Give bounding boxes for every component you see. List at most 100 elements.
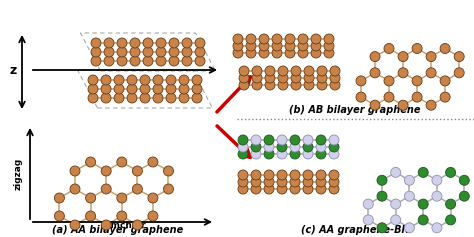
- Circle shape: [251, 142, 261, 152]
- Circle shape: [329, 184, 339, 194]
- Circle shape: [412, 44, 422, 54]
- Text: (c) AA graphene-BN: (c) AA graphene-BN: [301, 225, 410, 235]
- Circle shape: [91, 38, 101, 48]
- Circle shape: [370, 68, 380, 78]
- Circle shape: [143, 56, 153, 66]
- Circle shape: [132, 166, 142, 176]
- Circle shape: [246, 41, 256, 51]
- Circle shape: [104, 38, 114, 48]
- Circle shape: [264, 142, 274, 152]
- Circle shape: [88, 84, 98, 94]
- Circle shape: [454, 52, 464, 62]
- Circle shape: [104, 47, 114, 57]
- Circle shape: [264, 177, 274, 187]
- Circle shape: [252, 73, 262, 83]
- Circle shape: [285, 34, 295, 44]
- Circle shape: [238, 184, 248, 194]
- Circle shape: [290, 184, 300, 194]
- Circle shape: [259, 34, 269, 44]
- Circle shape: [316, 177, 326, 187]
- Circle shape: [86, 193, 96, 203]
- Circle shape: [277, 149, 287, 159]
- Circle shape: [330, 80, 340, 90]
- Circle shape: [70, 220, 80, 230]
- Circle shape: [179, 84, 189, 94]
- Circle shape: [166, 84, 176, 94]
- Circle shape: [164, 184, 173, 194]
- Circle shape: [195, 47, 205, 57]
- Circle shape: [298, 48, 308, 58]
- Circle shape: [454, 68, 464, 78]
- Circle shape: [304, 73, 314, 83]
- Circle shape: [117, 193, 127, 203]
- Circle shape: [418, 167, 428, 178]
- Circle shape: [127, 93, 137, 103]
- Circle shape: [316, 170, 326, 180]
- Circle shape: [418, 215, 428, 225]
- Circle shape: [169, 38, 179, 48]
- Circle shape: [316, 184, 326, 194]
- Circle shape: [317, 80, 327, 90]
- Circle shape: [101, 166, 111, 176]
- Circle shape: [239, 73, 249, 83]
- Circle shape: [127, 84, 137, 94]
- Circle shape: [412, 76, 422, 86]
- Circle shape: [298, 34, 308, 44]
- Circle shape: [277, 135, 287, 145]
- Circle shape: [117, 211, 127, 221]
- Circle shape: [192, 84, 202, 94]
- Circle shape: [70, 166, 80, 176]
- Circle shape: [329, 177, 339, 187]
- Circle shape: [101, 184, 111, 194]
- Circle shape: [264, 149, 274, 159]
- Circle shape: [265, 80, 275, 90]
- Circle shape: [182, 56, 192, 66]
- Circle shape: [329, 142, 339, 152]
- Circle shape: [239, 66, 249, 76]
- Circle shape: [391, 215, 401, 225]
- Circle shape: [426, 68, 436, 78]
- Circle shape: [265, 66, 275, 76]
- Circle shape: [290, 135, 300, 145]
- Circle shape: [277, 177, 287, 187]
- Circle shape: [130, 38, 140, 48]
- Circle shape: [285, 41, 295, 51]
- Circle shape: [303, 177, 313, 187]
- Circle shape: [252, 80, 262, 90]
- Circle shape: [130, 47, 140, 57]
- Circle shape: [363, 215, 374, 225]
- Circle shape: [440, 76, 450, 86]
- Circle shape: [304, 80, 314, 90]
- Circle shape: [91, 47, 101, 57]
- Circle shape: [324, 41, 334, 51]
- Circle shape: [377, 191, 387, 201]
- Circle shape: [277, 142, 287, 152]
- Circle shape: [384, 44, 394, 54]
- Circle shape: [166, 93, 176, 103]
- Circle shape: [278, 66, 288, 76]
- Circle shape: [329, 170, 339, 180]
- Circle shape: [304, 66, 314, 76]
- Circle shape: [251, 135, 261, 145]
- Circle shape: [311, 41, 321, 51]
- Circle shape: [117, 38, 127, 48]
- Circle shape: [311, 34, 321, 44]
- Circle shape: [290, 149, 300, 159]
- Circle shape: [317, 73, 327, 83]
- Circle shape: [91, 56, 101, 66]
- Circle shape: [238, 142, 248, 152]
- Circle shape: [114, 75, 124, 85]
- Circle shape: [316, 142, 326, 152]
- Circle shape: [303, 184, 313, 194]
- Circle shape: [264, 184, 274, 194]
- Circle shape: [182, 38, 192, 48]
- Circle shape: [164, 166, 173, 176]
- Circle shape: [412, 92, 422, 102]
- Text: armchair: armchair: [100, 221, 146, 230]
- Circle shape: [130, 56, 140, 66]
- Text: zigzag: zigzag: [13, 158, 22, 190]
- Circle shape: [104, 56, 114, 66]
- Circle shape: [156, 47, 166, 57]
- Circle shape: [55, 211, 64, 221]
- Circle shape: [252, 66, 262, 76]
